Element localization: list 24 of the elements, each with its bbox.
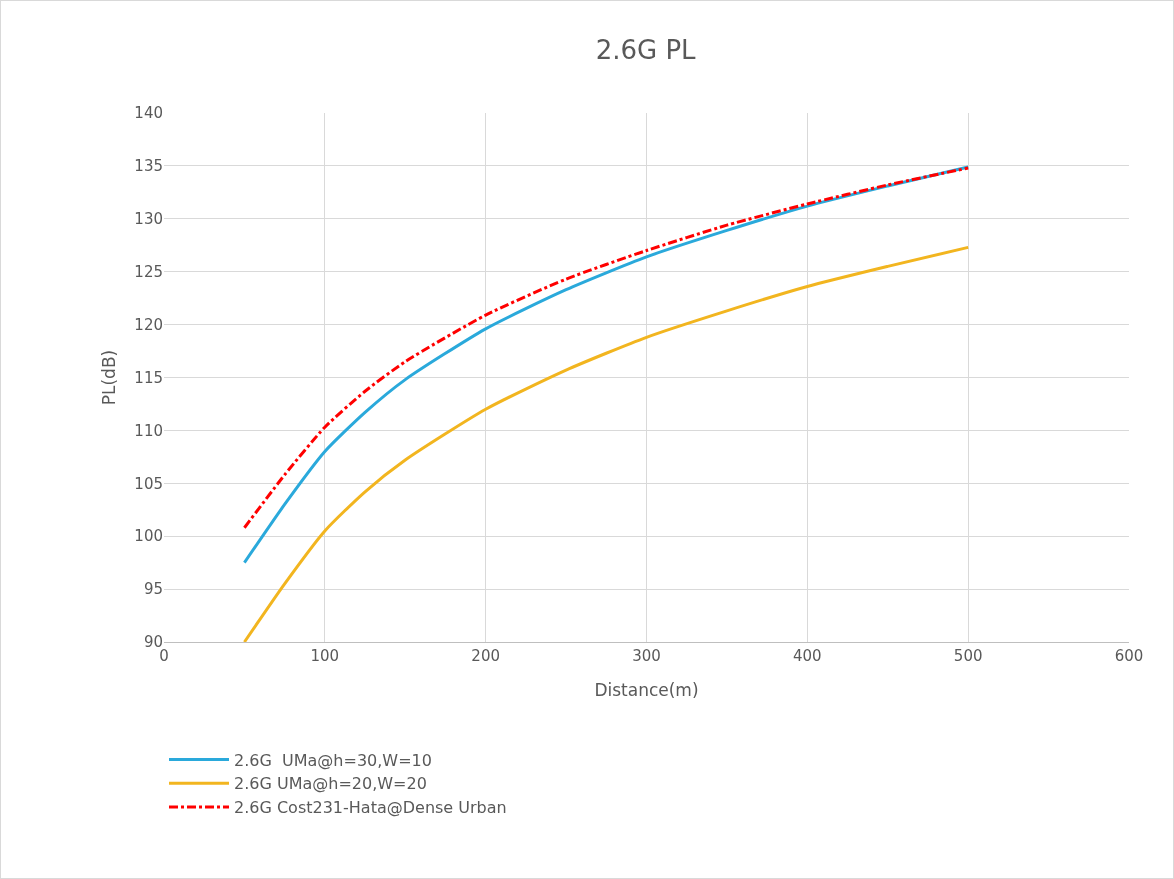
x-axis-title: Distance(m)	[594, 680, 699, 701]
x-tick-label: 0	[159, 647, 169, 665]
y-axis-title: PL(dB)	[98, 349, 119, 406]
y-tick-label: 115	[134, 368, 163, 387]
legend-label: 2.6G Cost231-Hata@Dense Urban	[234, 798, 507, 818]
x-tick-label: 400	[793, 647, 822, 665]
y-tick-label: 120	[134, 315, 163, 334]
y-tick-label: 95	[143, 580, 163, 599]
line-series	[242, 245, 970, 642]
legend-label: 2.6G UMa@h=30,W=10	[234, 750, 432, 770]
y-tick-label: 130	[134, 210, 163, 229]
x-tick-label: 200	[471, 647, 500, 665]
x-tick-label: 100	[310, 647, 340, 665]
y-tick-label: 140	[134, 104, 163, 123]
x-tick-label: 600	[1114, 647, 1144, 665]
x-tick-label: 500	[953, 647, 983, 665]
x-tick-label: 300	[632, 647, 661, 665]
legend-label: 2.6G UMa@h=20,W=20	[234, 774, 427, 794]
y-tick-label: 110	[134, 421, 163, 440]
y-tick-label: 125	[134, 262, 163, 281]
chart-title: 2.6G PL	[595, 34, 697, 65]
y-tick-label: 100	[134, 527, 163, 546]
y-tick-label: 135	[134, 157, 163, 176]
y-tick-label: 105	[134, 474, 163, 493]
